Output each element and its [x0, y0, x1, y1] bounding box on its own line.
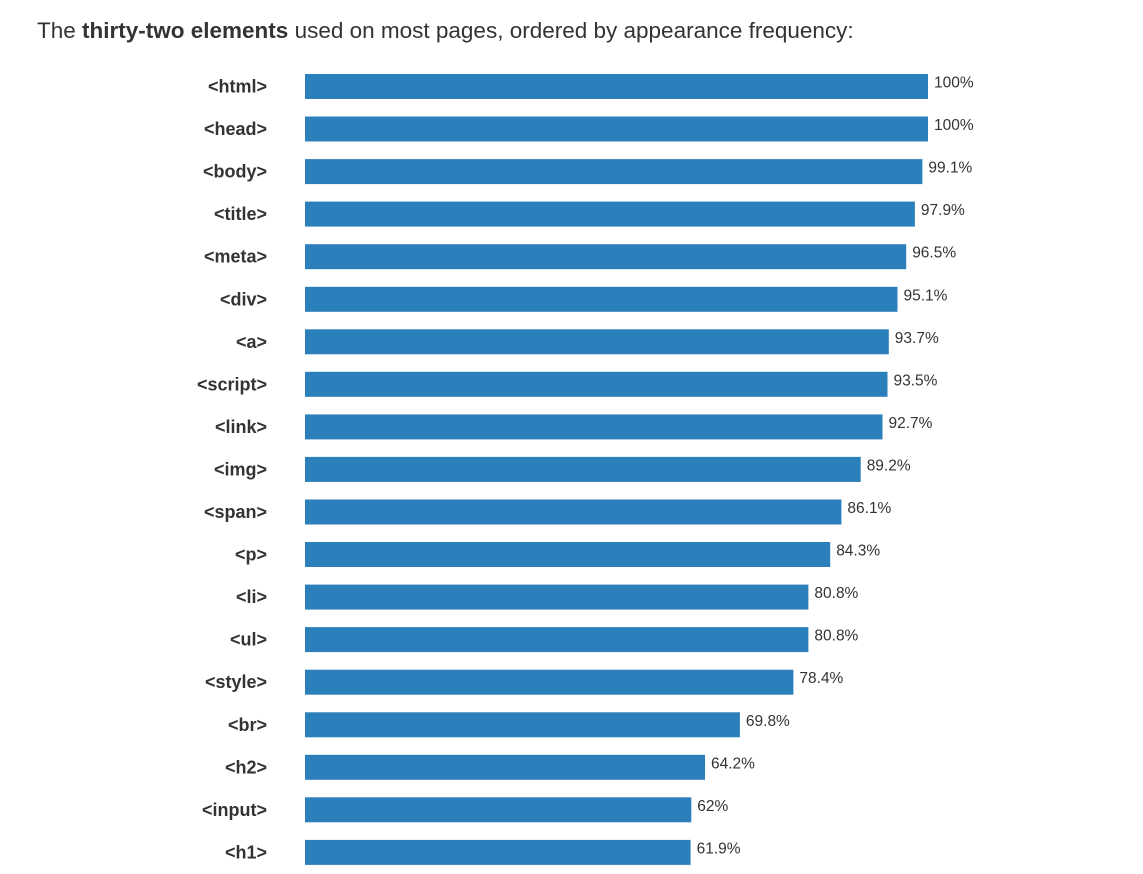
category-tick-label: <script>: [197, 374, 267, 394]
bar-value-label: 93.5%: [894, 372, 938, 389]
category-tick-label: <link>: [215, 417, 267, 437]
category-tick-label: <p>: [235, 545, 267, 565]
category-tick-label: <br>: [228, 715, 267, 735]
bar-value-label: 69.8%: [746, 713, 790, 730]
category-tick-label: <li>: [236, 587, 267, 607]
category-tick-label: <ul>: [230, 630, 267, 650]
bar-value-label: 97.9%: [921, 202, 965, 219]
bar: [305, 627, 809, 653]
category-tick-label: <style>: [205, 672, 267, 692]
bar: [305, 286, 898, 312]
category-tick-label: <input>: [202, 800, 267, 820]
category-tick-label: <div>: [220, 289, 267, 309]
bar: [305, 116, 928, 142]
bar-value-label: 80.8%: [814, 628, 858, 645]
category-tick-label: <html>: [208, 77, 267, 97]
bar: [305, 74, 928, 99]
bar: [305, 244, 907, 270]
category-tick-label: <img>: [214, 459, 267, 479]
intro-emphasis: thirty-two elements: [82, 18, 289, 43]
bar-value-label: 100%: [934, 75, 974, 92]
bar-value-label: 84.3%: [836, 543, 880, 560]
bar: [305, 754, 705, 780]
bar: [305, 669, 794, 695]
category-tick-label: <h1>: [225, 842, 267, 862]
intro-suffix: used on most pages, ordered by appearanc…: [288, 18, 854, 43]
bar: [305, 201, 915, 227]
bar: [305, 797, 692, 823]
bar-value-label: 100%: [934, 117, 974, 134]
chart-intro-text: The thirty-two elements used on most pag…: [37, 14, 854, 48]
bar-value-label: 64.2%: [711, 755, 755, 772]
bar-value-label: 86.1%: [847, 500, 891, 517]
bar: [305, 839, 691, 865]
bar-value-label: 80.8%: [814, 585, 858, 602]
bar: [305, 542, 831, 567]
bar: [305, 456, 861, 482]
category-tick-label: <head>: [204, 119, 267, 139]
bar: [305, 371, 888, 397]
category-tick-label: <title>: [214, 204, 267, 224]
intro-prefix: The: [37, 18, 83, 43]
bar: [305, 159, 923, 185]
bar-value-label: 93.7%: [895, 330, 939, 347]
bar-value-label: 62%: [697, 798, 728, 815]
category-tick-label: <body>: [203, 162, 267, 182]
bar-value-label: 89.2%: [867, 457, 911, 474]
bar: [305, 414, 883, 440]
bar-value-label: 61.9%: [697, 840, 741, 857]
bar-value-label: 96.5%: [912, 245, 956, 262]
bar-value-label: 92.7%: [889, 415, 933, 432]
bar: [305, 329, 889, 355]
bar-value-label: 78.4%: [799, 670, 843, 687]
bar-value-label: 95.1%: [904, 287, 948, 304]
bar-value-label: 99.1%: [928, 160, 972, 177]
category-tick-label: <a>: [236, 332, 267, 352]
category-tick-label: <h2>: [225, 757, 267, 777]
category-tick-label: <span>: [204, 502, 267, 522]
bar: [305, 712, 740, 738]
category-tick-label: <meta>: [204, 247, 267, 267]
bar: [305, 584, 809, 610]
bar: [305, 499, 842, 525]
